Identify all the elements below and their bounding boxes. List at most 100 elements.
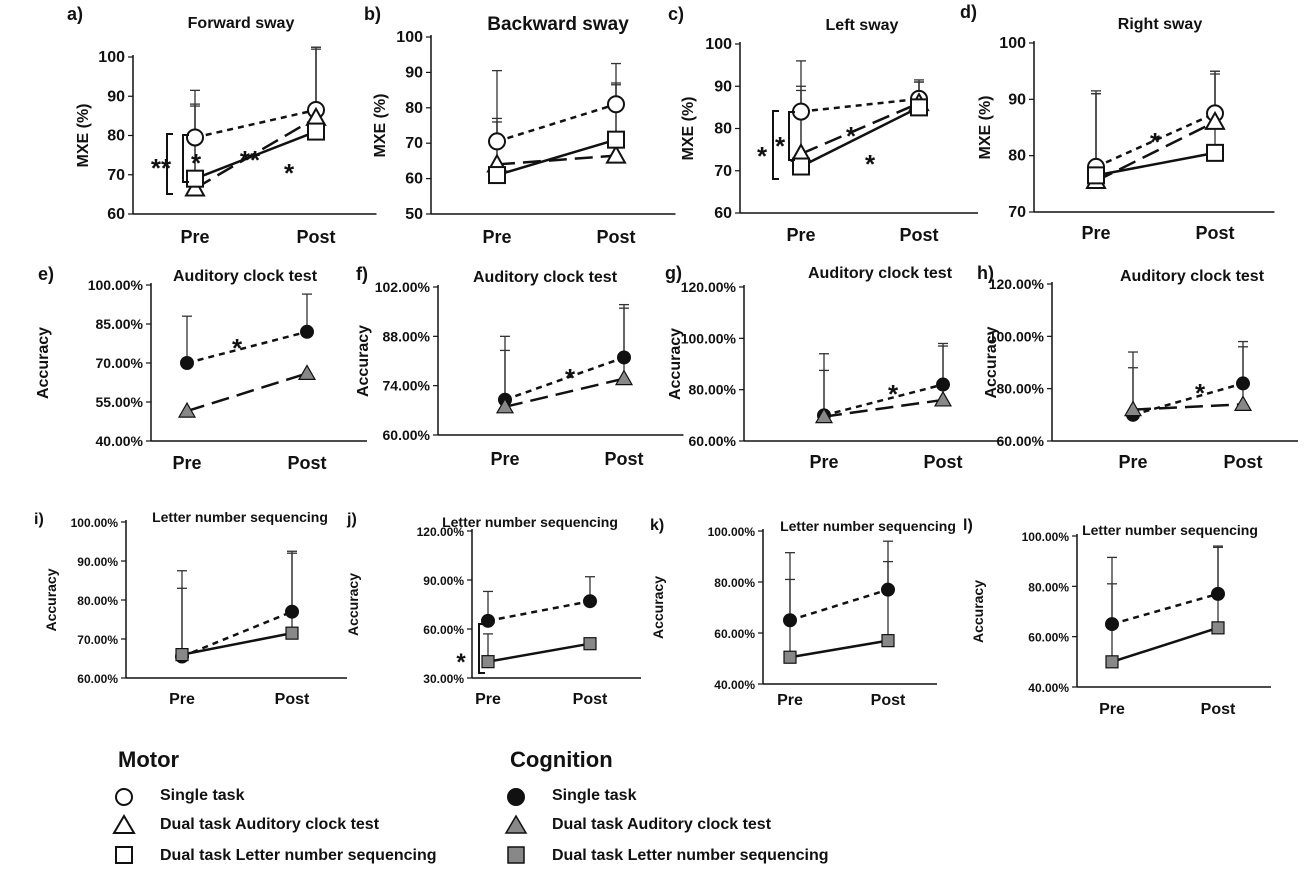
significance-marker: * xyxy=(232,333,243,363)
panel-label: i) xyxy=(34,511,44,528)
chart-title: Letter number sequencing xyxy=(780,518,956,534)
significance-marker: ** xyxy=(151,153,172,183)
chart-title: Forward sway xyxy=(188,15,295,32)
x-tick-label: Pre xyxy=(172,453,201,473)
series-line xyxy=(789,588,889,622)
y-tick-label: 70.00% xyxy=(96,355,144,371)
y-tick-label: 80.00% xyxy=(689,382,737,398)
significance-marker: * xyxy=(775,131,786,161)
y-tick-label: 60.00% xyxy=(383,427,431,443)
y-tick-label: 90 xyxy=(714,78,732,95)
y-tick-label: 80 xyxy=(107,128,125,145)
data-point xyxy=(583,594,597,609)
y-axis-label: Accuracy xyxy=(355,325,372,397)
series-line xyxy=(181,631,293,656)
y-tick-label: 40.00% xyxy=(96,433,144,449)
y-tick-label: 120.00% xyxy=(681,279,737,295)
data-point xyxy=(297,364,317,380)
data-point xyxy=(607,130,625,149)
y-tick-label: 30.00% xyxy=(423,672,464,686)
x-tick-label: Post xyxy=(275,691,310,708)
y-tick-label: 80 xyxy=(405,100,423,117)
series-line xyxy=(504,377,625,409)
series-line xyxy=(800,97,920,113)
chart-title: Auditory clock test xyxy=(173,268,318,285)
x-tick-label: Pre xyxy=(475,691,501,708)
y-tick-label: 60 xyxy=(405,171,423,188)
significance-marker: * xyxy=(1195,378,1206,408)
panel-label: c) xyxy=(668,4,684,24)
panel-label: d) xyxy=(960,2,977,22)
data-point xyxy=(792,157,810,176)
y-tick-label: 60.00% xyxy=(1028,631,1069,645)
chart-title: Auditory clock test xyxy=(1120,268,1265,285)
series-line xyxy=(487,642,591,663)
y-tick-label: 102.00% xyxy=(375,279,431,295)
y-tick-label: 100.00% xyxy=(71,516,119,530)
panel-label: e) xyxy=(38,264,54,284)
data-point xyxy=(488,132,506,151)
data-point xyxy=(285,604,299,619)
data-point xyxy=(605,144,627,164)
y-axis-label: MXE (%) xyxy=(75,104,92,168)
x-tick-label: Post xyxy=(899,225,938,245)
data-point xyxy=(936,377,950,392)
y-tick-label: 50 xyxy=(405,206,423,223)
significance-bracket xyxy=(166,133,173,195)
y-axis-label: Accuracy xyxy=(667,328,684,400)
x-tick-label: Post xyxy=(296,227,335,247)
series-line xyxy=(1095,120,1216,183)
data-point xyxy=(614,369,634,386)
data-point xyxy=(881,634,895,648)
y-tick-label: 60 xyxy=(107,206,125,223)
y-tick-label: 55.00% xyxy=(96,394,144,410)
data-point xyxy=(481,655,495,669)
y-tick-label: 60.00% xyxy=(714,627,755,641)
y-tick-label: 100.00% xyxy=(989,328,1045,344)
x-tick-label: Post xyxy=(287,453,326,473)
series-line xyxy=(487,600,591,623)
panel-label: l) xyxy=(963,517,973,534)
series-line xyxy=(186,372,308,413)
y-tick-label: 60.00% xyxy=(77,672,118,686)
y-tick-label: 85.00% xyxy=(96,316,144,332)
significance-marker: * xyxy=(284,158,295,188)
chart-title: Auditory clock test xyxy=(473,269,618,286)
x-tick-label: Post xyxy=(1201,701,1236,718)
data-point xyxy=(495,397,515,414)
y-tick-label: 100 xyxy=(705,36,732,53)
x-tick-label: Pre xyxy=(490,449,519,469)
y-tick-label: 80 xyxy=(714,121,732,138)
y-tick-label: 60.00% xyxy=(997,433,1045,449)
significance-marker: * xyxy=(865,149,876,179)
y-tick-label: 100 xyxy=(98,49,125,66)
y-tick-label: 60.00% xyxy=(689,433,737,449)
chart-title: Right sway xyxy=(1118,16,1203,33)
x-tick-label: Post xyxy=(923,452,962,472)
data-point xyxy=(488,166,506,185)
x-tick-label: Pre xyxy=(180,227,209,247)
y-tick-label: 60.00% xyxy=(423,623,464,637)
y-tick-label: 70 xyxy=(714,163,732,180)
panel-label: h) xyxy=(977,263,994,283)
significance-bracket xyxy=(182,134,189,183)
chart-title: Letter number sequencing xyxy=(442,514,618,530)
significance-bracket xyxy=(478,623,485,674)
data-point xyxy=(186,169,204,188)
y-axis-label: Accuracy xyxy=(43,568,59,631)
chart-title: Auditory clock test xyxy=(808,265,953,282)
y-tick-label: 80.00% xyxy=(1028,580,1069,594)
y-tick-label: 80 xyxy=(1008,148,1026,165)
x-tick-label: Pre xyxy=(482,227,511,247)
series-line xyxy=(496,138,617,177)
y-axis-label: Accuracy xyxy=(345,573,361,636)
y-tick-label: 100.00% xyxy=(88,277,144,293)
panel-h: h) Auditory clock test 60.00% 80.00% 100.00%… xyxy=(977,263,1298,472)
data-point xyxy=(1105,655,1119,669)
y-tick-label: 60 xyxy=(714,205,732,222)
data-point xyxy=(910,98,928,117)
chart-title: Backward sway xyxy=(487,14,629,35)
significance-bracket xyxy=(788,111,795,161)
significance-marker: * xyxy=(191,148,202,178)
